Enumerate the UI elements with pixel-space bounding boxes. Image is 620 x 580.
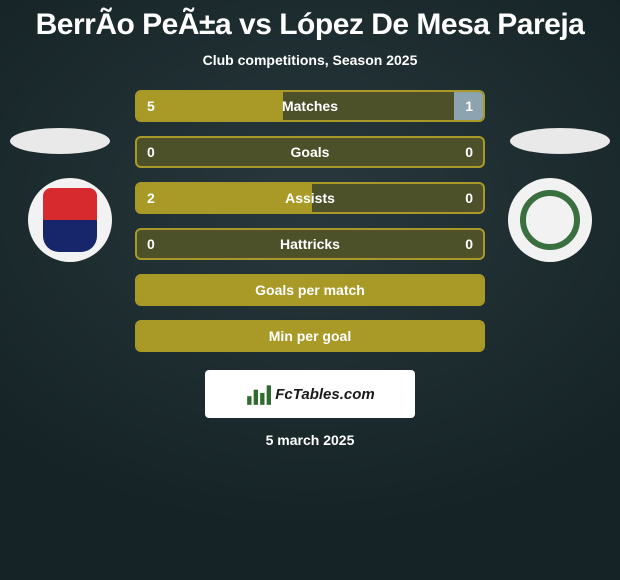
stat-row: Assists2 0 [135, 182, 485, 214]
stat-label: Hattricks [137, 230, 483, 258]
stat-value-left: 2 [147, 184, 155, 212]
club-crest-left [28, 178, 112, 262]
stat-label: Assists [137, 184, 483, 212]
stat-value-left: 5 [147, 92, 155, 120]
stat-row: Goals per match [135, 274, 485, 306]
stat-value-right: 0 [465, 230, 473, 258]
stat-label: Matches [137, 92, 483, 120]
comparison-card: BerrÃ­o PeÃ±a vs López De Mesa Pareja Cl… [0, 0, 620, 580]
page-title: BerrÃ­o PeÃ±a vs López De Mesa Pareja [36, 8, 585, 42]
stat-label: Goals [137, 138, 483, 166]
club-crest-right [508, 178, 592, 262]
stat-label: Goals per match [137, 276, 483, 304]
bars-icon [245, 381, 271, 407]
stat-value-left: 0 [147, 138, 155, 166]
stat-value-right: 0 [465, 138, 473, 166]
site-logo-box: FcTables.com [205, 370, 415, 418]
stat-value-right: 0 [465, 184, 473, 212]
site-label: FcTables.com [275, 386, 374, 403]
stat-value-left: 0 [147, 230, 155, 258]
player-ellipse-left [10, 128, 110, 154]
stat-row: Goals0 0 [135, 136, 485, 168]
player-ellipse-right [510, 128, 610, 154]
date-label: 5 march 2025 [266, 432, 355, 448]
stat-row: Min per goal [135, 320, 485, 352]
crest-shield-left [43, 188, 97, 252]
stat-rows: Matches51Goals00Assists20Hattricks00Goal… [135, 90, 485, 352]
crest-shield-right [520, 190, 580, 250]
subtitle: Club competitions, Season 2025 [203, 52, 418, 68]
stat-row: Hattricks0 0 [135, 228, 485, 260]
stat-label: Min per goal [137, 322, 483, 350]
stat-row: Matches5 1 [135, 90, 485, 122]
stat-value-right: 1 [465, 92, 473, 120]
